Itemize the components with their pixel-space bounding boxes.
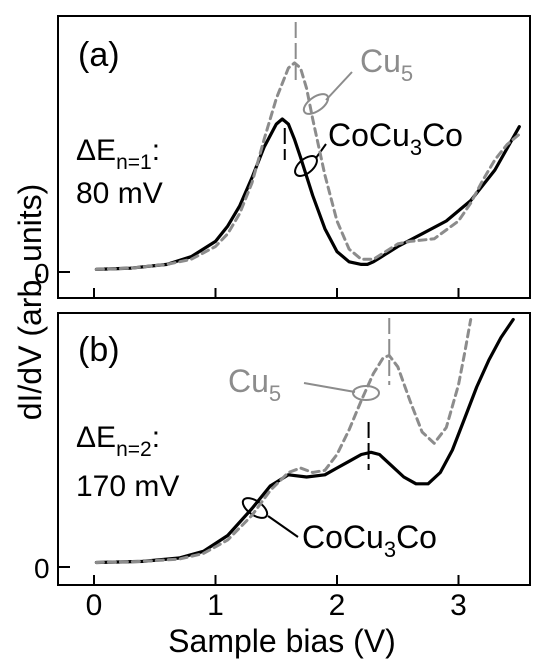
panel-b-series-cu5	[94, 318, 473, 564]
panel-a-frame	[57, 15, 531, 299]
panel-b-series-cocu3co	[94, 317, 515, 565]
panel-b-label: (b)	[78, 331, 120, 369]
panel-b-delta-value: 170 mV	[76, 470, 179, 503]
panel-a-cu5-label: Cu5	[360, 43, 413, 86]
panel-b-cocu3co-label: CoCu3Co	[302, 519, 437, 562]
panel-a-cu5-leader	[302, 71, 353, 115]
y-axis-label: dI/dV (arb. units)	[12, 184, 48, 421]
panel-b-delta-annotation: ΔEn=2:	[76, 421, 160, 461]
x-tick-label-1: 1	[207, 589, 224, 622]
panel-b-ytick-label: 0	[34, 553, 50, 584]
panel-a-series-cu5	[94, 61, 521, 271]
panel-b-cu5-label: Cu5	[228, 363, 281, 406]
panel-b-cu5-leader	[303, 382, 380, 401]
panel-a-label: (a)	[78, 36, 120, 74]
panel-a-ytick-label: 0	[34, 258, 50, 289]
panel-a-delta-value: 80 mV	[76, 177, 163, 210]
x-axis-label: Sample bias (V)	[168, 623, 396, 659]
panel-b-cocu3co-leader	[241, 497, 299, 538]
panel-a-cocu3co-label: CoCu3Co	[328, 117, 463, 160]
panel-a-delta-annotation: ΔEn=1:	[76, 134, 160, 174]
x-tick-label-2: 2	[329, 589, 346, 622]
x-tick-label-3: 3	[450, 589, 467, 622]
panel-b-frame	[57, 312, 531, 586]
x-tick-label-0: 0	[86, 589, 103, 622]
